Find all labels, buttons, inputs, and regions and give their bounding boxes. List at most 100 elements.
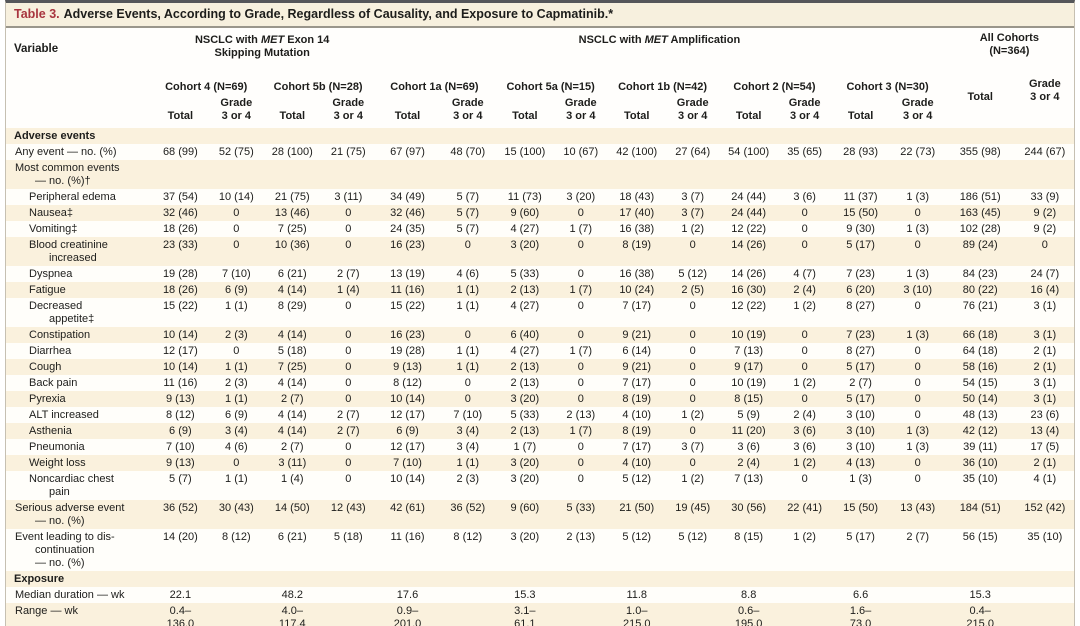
value-cell: 13 (19)	[390, 267, 425, 280]
value-cell: 0	[577, 472, 584, 485]
table-row: Constipation 10 (14) 2 (3) 4 (14) 0 16 (23) 0 6…	[6, 327, 1074, 343]
value-cell: 0	[689, 424, 696, 437]
value-cell: 10 (19)	[731, 328, 767, 341]
value-cell: 1 (3)	[906, 222, 929, 235]
value-cell: 3 (6)	[793, 190, 816, 203]
value-cell	[441, 587, 495, 603]
value-cell: 5 (12)	[622, 472, 652, 485]
row-label: Pneumonia	[6, 439, 150, 455]
value-cell: 8 (12)	[453, 530, 483, 543]
value-cell: 1 (3)	[906, 190, 929, 203]
row-label-line: Asthenia	[29, 424, 72, 437]
value-cell	[945, 160, 1016, 189]
value-cell	[555, 160, 607, 189]
value-cell: 17.6	[396, 588, 419, 601]
header-row-subcolumns: Total Grade 3 or 4 Total Grade 3 or 4 Total G…	[6, 96, 1074, 128]
row-label-line: Back pain	[29, 376, 78, 389]
row-label-line: — no. (%)	[35, 556, 85, 569]
value-cell: 48.2	[281, 588, 303, 601]
value-cell: 5 (33)	[510, 408, 540, 421]
value-cell: 0	[801, 222, 808, 235]
value-cell: 7 (23)	[846, 267, 875, 280]
value-cell: 1 (2)	[681, 472, 705, 485]
value-cell: 15.3	[514, 588, 536, 601]
table-row: Vomiting‡ 18 (26) 0 7 (25) 0 24 (35) 5 (7) 4 (2…	[6, 221, 1074, 237]
value-cell: 54 (15)	[962, 376, 998, 389]
value-cell: 18 (26)	[162, 283, 198, 296]
value-cell: 0	[1041, 238, 1048, 251]
value-cell: 3 (7)	[681, 440, 705, 453]
header-row-cohorts: Cohort 4 (N=69) Cohort 5b (N=28) Cohort 1a…	[6, 74, 1074, 103]
value-cell: 5 (9)	[737, 408, 760, 421]
value-cell: 4 (14)	[277, 328, 307, 341]
value-cell: 6 (9)	[225, 283, 248, 296]
value-cell: 3 (1)	[1033, 328, 1057, 341]
value-cell	[441, 160, 495, 189]
value-cell: 1 (7)	[569, 424, 593, 437]
value-cell: 1 (2)	[793, 299, 816, 312]
value-cell: 0	[233, 222, 240, 235]
value-cell: 7 (17)	[622, 299, 652, 312]
group-header: NSCLC with MET Exon 14 Skipping Mutation	[194, 34, 330, 59]
value-cell	[374, 160, 441, 189]
value-cell: 2 (13)	[510, 376, 540, 389]
value-cell: 13 (43)	[900, 501, 936, 514]
value-cell: 7 (17)	[622, 376, 652, 389]
value-cell: 1.6– 73.0	[849, 604, 872, 626]
value-cell: 0	[689, 238, 696, 251]
value-cell: 21 (75)	[274, 190, 310, 203]
value-cell: 33 (9)	[1030, 190, 1060, 203]
value-cell: 3 (11)	[334, 190, 363, 203]
value-cell: 3 (10)	[903, 283, 933, 296]
value-cell: 0	[345, 440, 352, 453]
table-row: Weight loss 9 (13) 0 3 (11) 0 7 (10) 1 (1) 3 (2…	[6, 455, 1074, 471]
column-header-grade: Grade 3 or 4	[451, 97, 484, 122]
value-cell	[779, 603, 831, 626]
value-cell: 1 (7)	[569, 222, 593, 235]
value-cell: 13 (46)	[274, 206, 310, 219]
row-label-line: continuation	[35, 543, 95, 556]
column-header-variable: Variable	[14, 43, 59, 55]
value-cell: 5 (17)	[846, 360, 875, 373]
value-cell: 11 (73)	[507, 190, 542, 203]
value-cell: 4 (27)	[510, 344, 540, 357]
value-cell: 42 (12)	[962, 424, 998, 437]
value-cell: 1 (4)	[336, 283, 360, 296]
adverse-events-table: Variable NSCLC with MET Exon 14 Skipping …	[6, 28, 1074, 626]
value-cell: 0	[801, 238, 808, 251]
value-cell: 11 (16)	[163, 376, 198, 389]
value-cell: 11 (16)	[390, 530, 425, 543]
value-cell: 48 (13)	[962, 408, 998, 421]
row-label-line: Noncardiac chest	[29, 472, 114, 485]
row-label-line: — no. (%)	[35, 514, 85, 527]
table-row: Diarrhea 12 (17) 0 5 (18) 0 19 (28) 1 (1) 4 (27…	[6, 343, 1074, 359]
column-header-total: Total	[847, 110, 874, 122]
value-cell: 11 (20)	[731, 424, 766, 437]
value-cell: 8 (12)	[165, 408, 195, 421]
value-cell: 8 (29)	[277, 299, 307, 312]
value-cell: 0	[233, 344, 240, 357]
value-cell: 15 (22)	[390, 299, 425, 312]
row-label: Asthenia	[6, 423, 150, 439]
value-cell: 6.6	[852, 588, 869, 601]
value-cell: 58 (16)	[962, 360, 998, 373]
value-cell: 186 (51)	[959, 190, 1001, 203]
value-cell: 5 (12)	[678, 267, 708, 280]
value-cell: 3 (20)	[510, 456, 540, 469]
value-cell	[495, 160, 555, 189]
value-cell: 1 (2)	[793, 456, 816, 469]
value-cell: 1 (7)	[513, 440, 537, 453]
table-row: Dyspnea 19 (28) 7 (10) 6 (21) 2 (7) 13 (19) 4 …	[6, 266, 1074, 282]
row-label: Event leading to dis-continuation — no. (…	[6, 529, 150, 571]
value-cell: 184 (51)	[959, 501, 1001, 514]
column-header-total: Total	[735, 110, 762, 122]
value-cell: 15 (100)	[504, 145, 546, 158]
value-cell: 5 (17)	[846, 530, 875, 543]
value-cell	[211, 603, 263, 626]
value-cell	[322, 587, 374, 603]
section-row: Exposure	[6, 571, 1074, 587]
cohort-header: Cohort 4 (N=69)	[165, 81, 248, 93]
value-cell	[779, 160, 831, 189]
value-cell: 1 (2)	[681, 222, 705, 235]
value-cell: 0	[577, 206, 584, 219]
